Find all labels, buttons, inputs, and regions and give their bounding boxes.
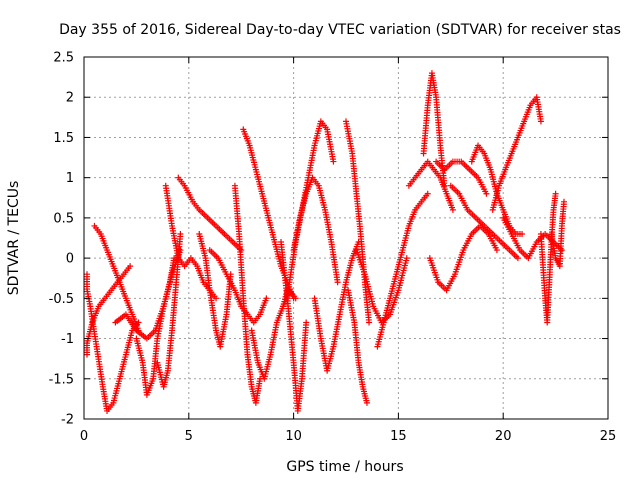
y-tick-label: 0 bbox=[66, 252, 74, 267]
series-track-8 bbox=[175, 174, 245, 254]
data-layer bbox=[84, 70, 567, 414]
series-track-27 bbox=[468, 142, 526, 237]
series-track-25 bbox=[433, 158, 490, 197]
data-point bbox=[537, 118, 544, 125]
data-point bbox=[493, 247, 500, 254]
series-track-20 bbox=[353, 247, 410, 326]
x-tick-label: 10 bbox=[285, 429, 302, 444]
series-track-7 bbox=[162, 182, 220, 302]
series-track-17 bbox=[311, 239, 362, 374]
y-tick-label: 1 bbox=[66, 171, 74, 186]
series-track-26 bbox=[447, 182, 521, 262]
x-tick-label: 20 bbox=[495, 429, 512, 444]
x-tick-label: 25 bbox=[600, 429, 617, 444]
series-track-2 bbox=[84, 263, 134, 358]
series-track-14 bbox=[278, 239, 310, 414]
data-point bbox=[514, 255, 521, 262]
plot-frame bbox=[83, 56, 609, 420]
series-track-3 bbox=[91, 222, 142, 334]
series-track-11 bbox=[231, 182, 264, 406]
series-track-9 bbox=[196, 230, 234, 350]
data-point bbox=[363, 399, 370, 406]
series-track-15 bbox=[280, 118, 337, 310]
x-tick-label: 15 bbox=[390, 429, 407, 444]
series-track-28 bbox=[489, 94, 544, 213]
y-tick-label: 2.5 bbox=[53, 51, 74, 66]
data-point bbox=[366, 319, 373, 326]
series-track-30 bbox=[537, 190, 559, 326]
y-tick-label: -2 bbox=[61, 413, 74, 428]
series-track-13 bbox=[248, 287, 299, 382]
y-tick-label: 0.5 bbox=[53, 211, 74, 226]
x-tick-label: 5 bbox=[185, 429, 193, 444]
series-track-23 bbox=[420, 70, 448, 189]
grid-layer bbox=[84, 57, 608, 419]
series-track-31 bbox=[548, 198, 567, 270]
data-point bbox=[424, 190, 431, 197]
series-track-6 bbox=[154, 230, 184, 390]
series-track-10 bbox=[206, 247, 270, 326]
data-point bbox=[449, 206, 456, 213]
x-tick-label: 0 bbox=[80, 429, 88, 444]
y-axis-label: SDTVAR / TECUs bbox=[6, 181, 22, 296]
series-track-24 bbox=[426, 222, 500, 294]
y-tick-label: 2 bbox=[66, 91, 74, 106]
data-point bbox=[560, 198, 567, 205]
data-point bbox=[403, 255, 410, 262]
x-axis-label: GPS time / hours bbox=[286, 459, 403, 475]
data-point bbox=[303, 319, 310, 326]
data-point bbox=[177, 230, 184, 237]
data-point bbox=[519, 230, 526, 237]
data-point bbox=[263, 295, 270, 302]
data-point bbox=[330, 158, 337, 165]
series-track-21 bbox=[374, 190, 431, 350]
data-point bbox=[441, 182, 448, 189]
ticks-layer: 0 5 10 15 20 25 -2 -1.5 -1 -0.5 0 0.5 1 1.5 2 2.5 bbox=[49, 51, 617, 445]
y-tick-label: -0.5 bbox=[49, 292, 74, 307]
series-track-19 bbox=[345, 287, 370, 406]
data-point bbox=[135, 319, 142, 326]
series-track-16 bbox=[290, 174, 341, 286]
data-point bbox=[552, 190, 559, 197]
y-tick-label: 1.5 bbox=[53, 131, 74, 146]
y-tick-label: -1 bbox=[61, 332, 74, 347]
series-track-18 bbox=[343, 118, 373, 326]
y-tick-label: -1.5 bbox=[49, 372, 74, 387]
chart-title: Day 355 of 2016, Sidereal Day-to-day VTE… bbox=[59, 22, 621, 38]
data-point bbox=[127, 263, 134, 270]
data-point bbox=[213, 295, 220, 302]
data-point bbox=[483, 190, 490, 197]
data-point bbox=[292, 295, 299, 302]
data-point bbox=[334, 279, 341, 286]
series-track-1 bbox=[84, 271, 142, 414]
